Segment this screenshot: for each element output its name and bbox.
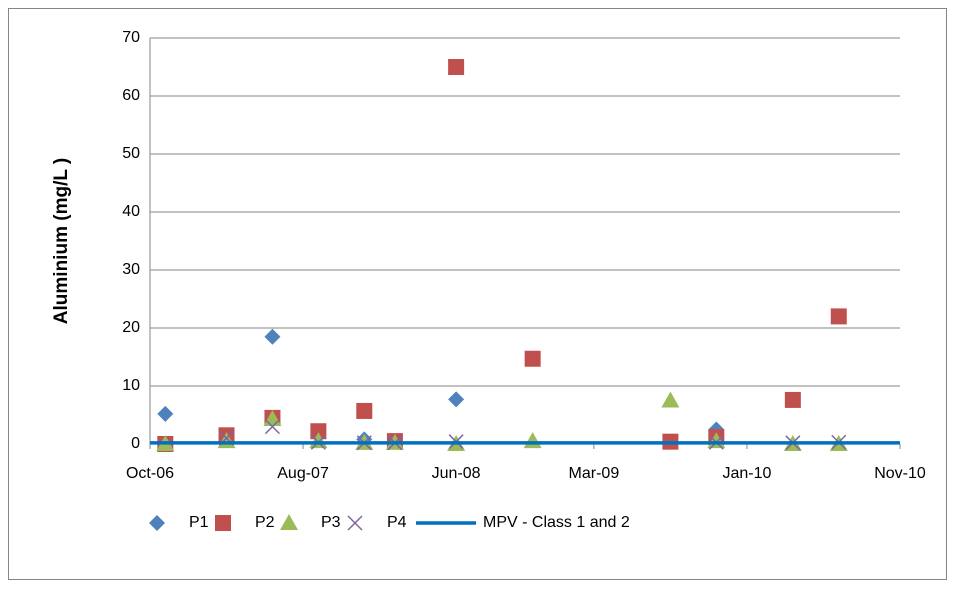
legend-marker <box>215 515 231 531</box>
x-tick-label: Jan-10 <box>722 465 771 482</box>
data-point <box>448 391 465 408</box>
legend-marker <box>347 515 363 531</box>
legend-marker <box>149 515 165 531</box>
y-tick-label: 20 <box>122 319 140 336</box>
data-point <box>157 405 174 422</box>
y-axis-title: Aluminium (mg/L ) <box>51 158 72 324</box>
x-tick-label: Oct-06 <box>126 465 174 482</box>
y-tick-label: 30 <box>122 261 140 278</box>
data-point <box>524 350 541 367</box>
legend-label: P1 <box>189 514 209 531</box>
x-tick-label: Jun-08 <box>432 465 481 482</box>
y-tick-label: 10 <box>122 377 140 394</box>
y-tick-label: 70 <box>122 29 140 46</box>
data-point <box>310 423 327 440</box>
chart-border <box>8 8 947 580</box>
data-point <box>830 308 847 325</box>
legend-label: MPV - Class 1 and 2 <box>483 514 630 531</box>
x-tick-label: Nov-10 <box>874 465 926 482</box>
y-tick-label: 0 <box>131 435 140 452</box>
data-point <box>448 59 465 75</box>
legend-marker <box>280 514 298 530</box>
data-point <box>784 391 801 408</box>
x-tick-label: Mar-09 <box>569 465 620 482</box>
y-tick-label: 40 <box>122 203 140 220</box>
legend-label: P2 <box>255 514 275 531</box>
y-tick-label: 50 <box>122 145 140 162</box>
x-tick-label: Aug-07 <box>277 465 329 482</box>
y-tick-label: 60 <box>122 87 140 104</box>
data-point <box>264 328 281 345</box>
legend-label: P3 <box>321 514 341 531</box>
data-point <box>356 402 373 419</box>
data-point <box>661 391 680 408</box>
legend-label: P4 <box>387 514 407 531</box>
data-point <box>264 419 280 435</box>
